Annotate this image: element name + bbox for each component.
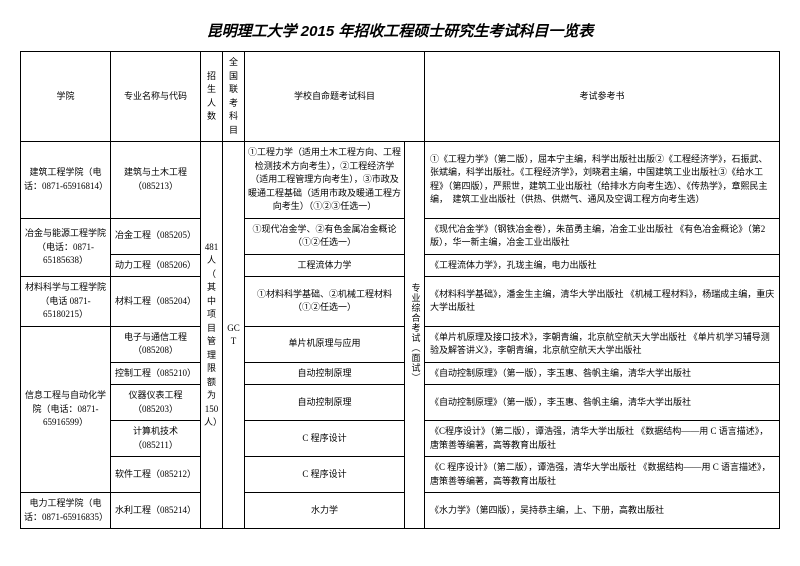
interview-cell: 专业综合考试（面试） bbox=[405, 142, 425, 529]
table-header-row: 学院 专业名称与代码 招生人数 全国联考科目 学校自命题考试科目 考试参考书 bbox=[21, 52, 780, 142]
major-cell: 动力工程（085206） bbox=[111, 254, 201, 277]
th-nation: 全国联考科目 bbox=[223, 52, 245, 142]
subjects-table: 学院 专业名称与代码 招生人数 全国联考科目 学校自命题考试科目 考试参考书 建… bbox=[20, 51, 780, 529]
table-row: 计算机技术（085211） C 程序设计 《C程序设计》（第二版），谭浩强，清华… bbox=[21, 421, 780, 457]
major-cell: 水利工程（085214） bbox=[111, 493, 201, 529]
ref-cell: 《工程流体力学》，孔珑主编，电力出版社 bbox=[425, 254, 780, 277]
table-row: 动力工程（085206） 工程流体力学 《工程流体力学》，孔珑主编，电力出版社 bbox=[21, 254, 780, 277]
dept-cell: 冶金与能源工程学院（电话：0871-65185638） bbox=[21, 218, 111, 277]
th-school: 学校自命题考试科目 bbox=[245, 52, 425, 142]
subject-cell: 工程流体力学 bbox=[245, 254, 405, 277]
ref-cell: 《自动控制原理》（第一版），李玉惠、昝帆主编，清华大学出版社 bbox=[425, 385, 780, 421]
ref-cell: 《C 程序设计》（第二版），谭浩强，清华大学出版社 《数据结构——用 C 语言描… bbox=[425, 457, 780, 493]
table-row: 电力工程学院（电话：0871-65916835） 水利工程（085214） 水力… bbox=[21, 493, 780, 529]
th-quota: 招生人数 bbox=[201, 52, 223, 142]
table-row: 冶金与能源工程学院（电话：0871-65185638） 冶金工程（085205）… bbox=[21, 218, 780, 254]
ref-cell: 《材料科学基础》，潘金生主编，清华大学出版社 《机械工程材料》，杨瑞成主编，重庆… bbox=[425, 277, 780, 327]
subject-cell: C 程序设计 bbox=[245, 457, 405, 493]
ref-cell: 《水力学》（第四版），吴持恭主编，上、下册，高教出版社 bbox=[425, 493, 780, 529]
dept-cell: 建筑工程学院（电话：0871-65916814） bbox=[21, 142, 111, 219]
major-cell: 冶金工程（085205） bbox=[111, 218, 201, 254]
table-row: 控制工程（085210） 自动控制原理 《自动控制原理》（第一版），李玉惠、昝帆… bbox=[21, 362, 780, 385]
major-cell: 电子与通信工程（085208） bbox=[111, 326, 201, 362]
major-cell: 仪器仪表工程（085203） bbox=[111, 385, 201, 421]
major-cell: 控制工程（085210） bbox=[111, 362, 201, 385]
major-cell: 软件工程（085212） bbox=[111, 457, 201, 493]
subject-cell: 自动控制原理 bbox=[245, 385, 405, 421]
ref-cell: 《C程序设计》（第二版），谭浩强，清华大学出版社 《数据结构——用 C 语言描述… bbox=[425, 421, 780, 457]
ref-cell: 《自动控制原理》（第一版），李玉惠、昝帆主编，清华大学出版社 bbox=[425, 362, 780, 385]
major-cell: 建筑与土木工程（085213） bbox=[111, 142, 201, 219]
quota-cell: 481人（其中项目管理限额为150人） bbox=[201, 142, 223, 529]
page-title: 昆明理工大学 2015 年招收工程硕士研究生考试科目一览表 bbox=[20, 20, 780, 41]
subject-cell: 水力学 bbox=[245, 493, 405, 529]
table-row: 软件工程（085212） C 程序设计 《C 程序设计》（第二版），谭浩强，清华… bbox=[21, 457, 780, 493]
ref-cell: 《现代冶金学》（钢铁冶金卷），朱苗勇主编，冶金工业出版社 《有色冶金概论》（第2… bbox=[425, 218, 780, 254]
table-row: 建筑工程学院（电话：0871-65916814） 建筑与土木工程（085213）… bbox=[21, 142, 780, 219]
subject-cell: ①现代冶金学、②有色金属冶金概论（①②任选一） bbox=[245, 218, 405, 254]
table-row: 材料科学与工程学院（电话 0871-65180215） 材料工程（085204）… bbox=[21, 277, 780, 327]
subject-cell: 自动控制原理 bbox=[245, 362, 405, 385]
subject-cell: ①工程力学（适用土木工程方向、工程检测技术方向考生），②工程经济学（适用工程管理… bbox=[245, 142, 405, 219]
subject-cell: 单片机原理与应用 bbox=[245, 326, 405, 362]
major-cell: 材料工程（085204） bbox=[111, 277, 201, 327]
ref-cell: ①《工程力学》（第二版），屈本宁主编，科学出版社出版②《工程经济学》，石振武、张… bbox=[425, 142, 780, 219]
table-row: 信息工程与自动化学院（电话：0871-65916599） 电子与通信工程（085… bbox=[21, 326, 780, 362]
subject-cell: C 程序设计 bbox=[245, 421, 405, 457]
th-dept: 学院 bbox=[21, 52, 111, 142]
dept-cell: 电力工程学院（电话：0871-65916835） bbox=[21, 493, 111, 529]
subject-cell: ①材料科学基础、②机械工程材料（①②任选一） bbox=[245, 277, 405, 327]
th-ref: 考试参考书 bbox=[425, 52, 780, 142]
dept-cell: 材料科学与工程学院（电话 0871-65180215） bbox=[21, 277, 111, 327]
th-major: 专业名称与代码 bbox=[111, 52, 201, 142]
major-cell: 计算机技术（085211） bbox=[111, 421, 201, 457]
dept-cell: 信息工程与自动化学院（电话：0871-65916599） bbox=[21, 326, 111, 493]
table-row: 仪器仪表工程（085203） 自动控制原理 《自动控制原理》（第一版），李玉惠、… bbox=[21, 385, 780, 421]
exam-cell: GCT bbox=[223, 142, 245, 529]
ref-cell: 《单片机原理及接口技术》，李朝青编，北京航空航天大学出版社 《单片机学习辅导测验… bbox=[425, 326, 780, 362]
